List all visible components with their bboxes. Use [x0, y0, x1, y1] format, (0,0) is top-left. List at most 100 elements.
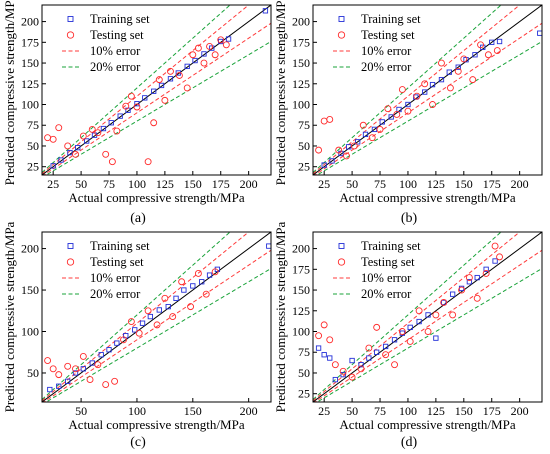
x-axis-label: Actual compressive strength/MPa — [339, 417, 515, 432]
training-point — [139, 320, 146, 326]
training-point — [455, 64, 461, 70]
chart-panel-1: 25 50 75 100 125 150 175 200 25 50 75 100 125 150 175 2… — [2, 0, 272, 226]
training-point — [151, 88, 157, 94]
training-point — [181, 287, 187, 293]
y-tick-label: 50 — [27, 139, 39, 153]
testing-point — [432, 311, 440, 319]
plot-frame — [312, 4, 543, 176]
y-tick-label: 200 — [292, 242, 310, 256]
training-point — [225, 36, 232, 42]
training-point — [114, 340, 120, 346]
y-tick-label: 75 — [298, 345, 310, 359]
training-point — [214, 266, 221, 272]
testing-point — [133, 103, 141, 111]
testing-point — [150, 119, 158, 127]
training-point — [56, 383, 62, 389]
training-point — [355, 139, 361, 145]
testing-point — [94, 361, 102, 369]
testing-point — [320, 117, 328, 125]
x-tick-label: 150 — [455, 177, 473, 191]
training-point — [327, 355, 333, 361]
training-point — [158, 82, 165, 89]
error-20pct-line-lower — [45, 41, 271, 175]
legend-label: 20% error — [361, 60, 412, 74]
testing-point — [469, 76, 477, 84]
error-20pct-line-lower — [316, 268, 542, 402]
y-axis-label: Predicted compressive strength/MPa — [273, 221, 288, 412]
training-point — [142, 95, 148, 101]
legend-label: Training set — [90, 12, 150, 26]
testing-point — [79, 132, 87, 140]
training-point — [47, 386, 53, 393]
training-point — [416, 318, 422, 325]
legend-label: Testing set — [90, 255, 144, 269]
testing-point — [398, 86, 406, 94]
training-point — [388, 114, 394, 120]
y-axis-label: Predicted compressive strength/MPa — [2, 221, 17, 412]
x-tick-label: 200 — [240, 404, 258, 418]
error-10pct-line-upper — [42, 5, 250, 175]
training-point — [537, 30, 542, 36]
y-axis-label: Predicted compressive strength/MPa — [2, 0, 17, 185]
training-point — [321, 162, 327, 168]
x-tick-label: 200 — [511, 177, 529, 191]
training-point — [80, 366, 86, 372]
testing-point — [315, 332, 323, 340]
plot-frame — [41, 231, 272, 403]
y-tick-label: 125 — [21, 77, 39, 91]
identity-line — [313, 5, 542, 175]
testing-point — [72, 365, 79, 373]
testing-point — [339, 367, 347, 375]
training-point — [489, 39, 495, 45]
x-tick-label: 100 — [128, 177, 146, 191]
y-tick-label: 25 — [298, 387, 310, 401]
x-tick-label: 150 — [184, 404, 202, 418]
x-tick-label: 75 — [374, 404, 386, 418]
training-point — [199, 279, 205, 285]
x-tick-label: 200 — [511, 404, 529, 418]
training-point — [438, 76, 445, 83]
error-10pct-line-upper — [42, 232, 250, 402]
plot-area — [313, 5, 542, 175]
chart-panel-4: 25 50 75 100 125 150 175 200 25 50 75 100 125 150 175 2… — [273, 221, 543, 450]
error-10pct-line-lower — [42, 249, 271, 402]
error-20pct-line-lower — [45, 268, 271, 402]
testing-point — [206, 43, 214, 50]
plot-area — [313, 232, 542, 402]
training-point — [262, 8, 269, 14]
testing-point — [86, 376, 94, 384]
testing-point — [211, 51, 219, 59]
x-tick-label: 125 — [156, 177, 174, 191]
testing-point — [406, 338, 414, 345]
x-tick-label: 200 — [240, 177, 258, 191]
training-point — [483, 266, 489, 272]
training-point — [134, 101, 140, 107]
y-axis-label: Predicted compressive strength/MPa — [273, 0, 288, 185]
testing-point — [88, 125, 96, 133]
testing-point — [326, 336, 334, 344]
training-point — [100, 125, 107, 132]
testing-point — [460, 55, 468, 63]
training-point — [425, 312, 431, 318]
y-tick-label: 150 — [21, 56, 39, 70]
training-point — [391, 337, 398, 343]
testing-point — [64, 362, 72, 370]
testing-point — [102, 381, 110, 389]
error-20pct-line-upper — [42, 5, 231, 173]
plot-frame — [41, 4, 272, 176]
testing-point — [102, 150, 110, 158]
legend-square-marker — [67, 16, 74, 22]
legend-label: 10% error — [361, 271, 412, 285]
testing-point — [343, 152, 350, 160]
testing-point — [153, 321, 161, 329]
training-point — [67, 149, 73, 156]
testing-point — [169, 313, 177, 321]
testing-point — [393, 111, 401, 118]
testing-point — [72, 150, 79, 158]
training-point — [379, 119, 385, 125]
testing-point — [94, 129, 102, 137]
testing-point — [429, 101, 436, 108]
y-tick-label: 150 — [292, 56, 310, 70]
y-tick-label: 200 — [292, 15, 310, 29]
testing-point — [491, 242, 499, 250]
